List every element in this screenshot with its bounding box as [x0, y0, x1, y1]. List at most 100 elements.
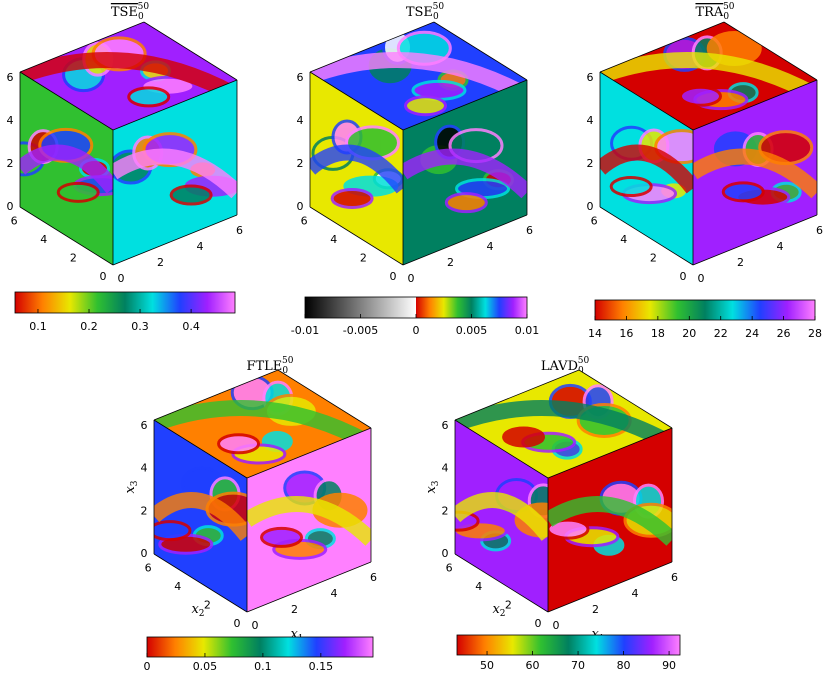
x1-tick-label: 6 [526, 224, 533, 237]
face-pattern [600, 30, 817, 111]
title-sub: 0 [433, 12, 439, 22]
face-pattern [20, 36, 237, 108]
vortex [127, 86, 171, 108]
face-pattern [403, 124, 527, 214]
x3-tick-label: 0 [141, 547, 148, 560]
cube-face [548, 428, 672, 612]
cube-face [154, 420, 247, 612]
band [403, 148, 527, 199]
cube-face [600, 22, 817, 130]
x2-tick-label: 0 [234, 617, 241, 630]
colorbar [147, 637, 373, 657]
axis-label-sub: 3 [130, 480, 140, 486]
x1-tick-label: 2 [291, 603, 298, 616]
x3-tick-label: 2 [7, 157, 14, 170]
cube-edge [19, 21, 145, 73]
cube-edge [599, 21, 725, 73]
band [247, 496, 371, 546]
colorbar-tick-label: 26 [777, 327, 791, 340]
x1-tick-label: 6 [370, 571, 377, 584]
x3-tick-label: 0 [442, 547, 449, 560]
x2-tick-label: 6 [591, 215, 598, 228]
x2-tick-label: 4 [40, 233, 47, 246]
axis-label-base: x [424, 486, 439, 494]
x3-tick-label: 4 [442, 462, 449, 475]
colorbar-tick-label: -0.005 [343, 324, 378, 337]
colorbar-tick-label: 0 [144, 660, 151, 673]
face-pattern [310, 119, 403, 209]
title-sup: 50 [282, 356, 294, 366]
band [310, 52, 527, 104]
title-sub: 0 [282, 366, 288, 376]
x3-tick-label: 0 [7, 200, 14, 213]
colorbar-tick-label: 16 [619, 327, 633, 340]
x2-tick-label: 4 [475, 580, 482, 593]
colorbar-tick-label: 0.01 [515, 324, 540, 337]
x1-tick-label: 0 [553, 619, 560, 632]
colorbar-tick-label: 80 [617, 659, 631, 672]
colorbar-tick-label: 0.4 [182, 320, 200, 333]
colorbar-tick-label: 50 [480, 659, 494, 672]
x2-tick-label: 6 [446, 562, 453, 575]
colorbar-tick-label: 20 [682, 327, 696, 340]
x1-tick-label: 4 [196, 240, 203, 253]
x1-tick-label: 0 [698, 272, 705, 285]
cube-edge [277, 369, 372, 429]
x1-tick-label: 6 [236, 224, 243, 237]
cube-face [693, 80, 817, 265]
colorbar [457, 635, 680, 655]
title-base: TSE [406, 5, 433, 20]
cube-edge [692, 214, 818, 266]
panel-title: LAVD050 [541, 356, 590, 376]
x1-tick-label: 2 [592, 603, 599, 616]
band [455, 492, 548, 542]
face-pattern [113, 132, 237, 206]
vortex [169, 184, 213, 206]
vortex [548, 518, 590, 540]
band [154, 400, 371, 452]
axis-label-base: x [191, 602, 199, 617]
x3-tick-label: 0 [587, 200, 594, 213]
colorbar-tick-label: 90 [662, 659, 676, 672]
band [20, 144, 113, 194]
colorbar-tick-label: 0 [413, 324, 420, 337]
x3-tick-label: 2 [297, 157, 304, 170]
title-sup: 50 [578, 356, 590, 366]
cube-edge [112, 214, 238, 266]
x2-tick-label: 2 [204, 599, 211, 612]
cube-edge [454, 553, 549, 613]
colorbar-tick-label: 22 [714, 327, 728, 340]
colorbar-tick-label: 0.1 [29, 320, 47, 333]
x1-tick-label: 2 [447, 256, 454, 269]
x1-tick-label: 2 [157, 256, 164, 269]
x2-tick-label: 6 [145, 562, 152, 575]
colorbar-frame [456, 634, 681, 656]
axis-label-sub: 2 [500, 609, 506, 619]
cube-edge [433, 21, 528, 81]
x2-tick-label: 6 [11, 215, 18, 228]
colorbar-tick-label: 0.3 [131, 320, 149, 333]
title-sup: 50 [723, 2, 735, 12]
x2-tick-label: 2 [505, 599, 512, 612]
x3-tick-label: 4 [587, 114, 594, 127]
colorbar-tick-label: 0.1 [254, 660, 272, 673]
x1-tick-label: 0 [118, 272, 125, 285]
x2-tick-label: 0 [390, 270, 397, 283]
band [693, 148, 817, 199]
cube-edge [599, 206, 694, 266]
x1-tick-label: 4 [631, 587, 638, 600]
axis-label-base: x [591, 627, 599, 642]
cube-edge [454, 419, 549, 479]
face-pattern [455, 383, 672, 460]
vortex [444, 192, 488, 214]
title-base: FTLE [246, 359, 282, 374]
axis-label-sub: 2 [199, 609, 205, 619]
title-base: TRA [695, 5, 723, 20]
cube-edge [153, 419, 248, 479]
axis-label-base: x [123, 486, 138, 494]
band [600, 52, 817, 104]
x3-tick-label: 4 [7, 114, 14, 127]
